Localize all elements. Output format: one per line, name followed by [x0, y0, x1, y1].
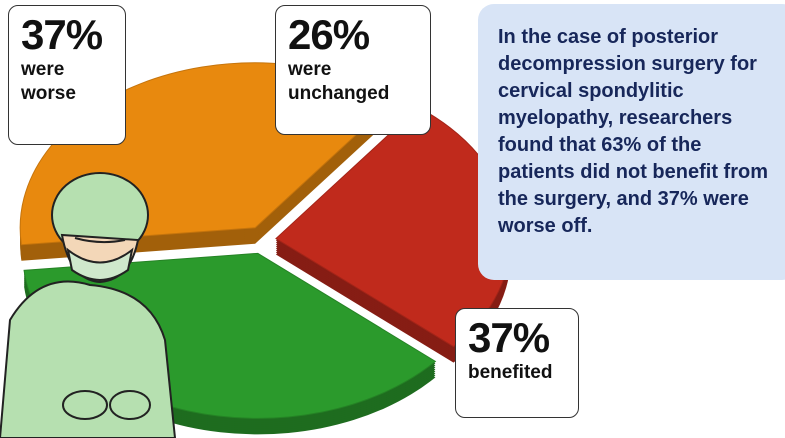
value-label: 37% [468, 314, 550, 361]
label-box: 37% were worse [8, 5, 126, 145]
label-box: 37% benefited [455, 308, 579, 418]
value-label: 37% [21, 11, 103, 58]
category-label: benefited [468, 362, 553, 383]
label-box: 26% were unchanged [275, 5, 431, 135]
description-box: In the case of posterior decompression s… [478, 4, 785, 280]
category-label: were unchanged [288, 59, 390, 104]
value-label: 26% [288, 11, 370, 58]
description: In the case of posterior decompression s… [498, 26, 768, 237]
category-label: were worse [21, 59, 76, 104]
